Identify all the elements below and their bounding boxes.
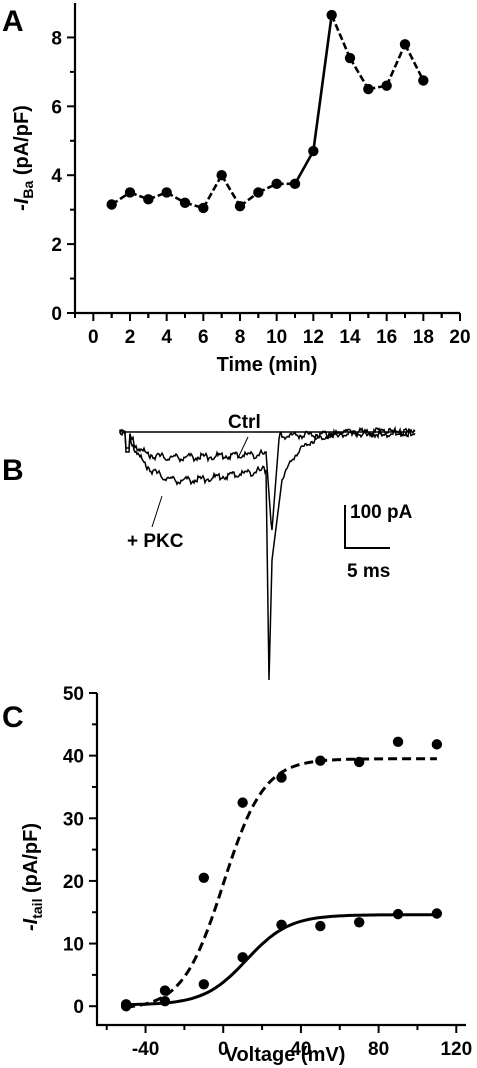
panel-a-y-tick-label: 0: [51, 304, 62, 325]
panel-a-x-axis-title: Time (min): [217, 354, 318, 376]
panel-a-line-segment: [312, 14, 333, 152]
ctrl-data-point: [431, 908, 443, 919]
panel-a-data-point: [344, 52, 356, 64]
panel-label-a: A: [2, 5, 24, 38]
panel-a-line-segment: [403, 43, 425, 82]
pkc-trace: [119, 425, 416, 681]
ctrl-pointer: [237, 436, 249, 459]
pkc-data-point: [276, 772, 287, 783]
panel-c-y-tick-label: 10: [63, 935, 84, 956]
panel-a-x-tick-label: 6: [198, 327, 209, 348]
ctrl-data-point: [159, 995, 171, 1007]
panel-a-data-point: [399, 39, 411, 50]
panel-a-x-tick-label: 16: [376, 327, 397, 348]
panel-c-x-tick-label: 40: [290, 1039, 311, 1060]
panel-a-y-tick-label: 6: [51, 97, 62, 118]
panel-a-y-tick-label: 4: [51, 166, 62, 187]
panel-label-b: B: [2, 454, 24, 487]
panel-a-y-tick-label: 2: [51, 235, 62, 256]
panel-c-y-tick-label: 20: [63, 872, 84, 893]
pkc-data-point: [237, 797, 248, 808]
panel-a-x-tick-label: 14: [339, 327, 361, 348]
pkc-data-point: [159, 985, 171, 996]
panel-c-x-tick-label: 120: [440, 1039, 472, 1060]
panel-a-line-segment: [348, 57, 370, 90]
panel-a-data-point: [143, 194, 154, 205]
panel-a-line-segment: [202, 174, 223, 209]
panel-c-y-tick-label: 40: [63, 747, 84, 768]
panel-c-y-tick-label: 30: [63, 809, 84, 830]
panel-a-x-tick-label: 10: [266, 327, 287, 348]
ctrl-label: Ctrl: [228, 412, 261, 433]
panel-a-x-tick-label: 2: [125, 327, 136, 348]
ctrl-data-point: [353, 917, 365, 928]
pkc-data-point: [431, 739, 443, 750]
ctrl-data-point: [315, 920, 326, 932]
panel-a-data-point: [289, 178, 301, 190]
panel-a-line-segment: [293, 150, 315, 185]
panel-a-x-tick-label: 4: [161, 327, 172, 348]
current-scale-label: 100 pA: [350, 502, 413, 523]
panel-a-data-point: [363, 83, 374, 95]
panel-a-data-point: [418, 75, 429, 86]
ctrl-data-point: [276, 919, 287, 930]
panel-a-data-point: [161, 187, 172, 198]
pkc-label: + PKC: [127, 531, 184, 552]
panel-c-x-tick-label: 80: [368, 1039, 389, 1060]
panel-a-line-segment: [220, 174, 242, 207]
panel-a-data-point: [198, 202, 209, 214]
panel-a-data-point: [124, 187, 136, 198]
panel-a-chart: 0 2 4 6 8 10 12 14 16 18 20 0 2 4 6 8 Time (min) -IBa …: [11, 3, 471, 376]
pkc-pointer: [151, 495, 163, 528]
panel-a-data-point: [381, 80, 392, 91]
time-scale-label: 5 ms: [347, 561, 390, 582]
pkc-data-point: [392, 736, 404, 748]
panel-a-x-tick-label: 18: [413, 327, 434, 348]
panel-b-traces: Ctrl + PKC 100 pA 5 ms: [119, 412, 416, 681]
panel-c-y-tick-label: 50: [63, 684, 84, 705]
panel-a-data-point: [179, 197, 191, 208]
panel-c-x-tick-label: 0: [218, 1039, 229, 1060]
panel-a-data-point: [216, 170, 227, 181]
pkc-data-point: [198, 872, 210, 883]
panel-a-data-point: [271, 178, 282, 190]
panel-c-y-axis-title: -Itail (pA/pF): [20, 823, 45, 931]
panel-a-data-point: [308, 145, 319, 157]
pkc-data-point: [315, 755, 326, 766]
panel-c-y-tick-label: 0: [73, 997, 84, 1018]
panel-a-x-tick-label: 8: [235, 327, 246, 348]
panel-a-data-point: [326, 9, 337, 21]
pkc-data-point: [353, 756, 365, 768]
panel-a-data-point: [234, 201, 246, 212]
panel-a-data-point: [253, 187, 264, 198]
panel-a-x-tick-label: 20: [449, 327, 470, 348]
pkc-fit-curve: [125, 757, 437, 1009]
panel-c-x-tick-label: -40: [132, 1039, 159, 1060]
panel-a-x-tick-label: 12: [303, 327, 324, 348]
ctrl-data-point: [198, 979, 210, 990]
panel-c-chart: -40 0 40 80 120 0 10 20 30 40 50 Voltage (mV) -It…: [20, 684, 472, 1066]
panel-a-y-tick-label: 8: [51, 28, 62, 49]
ctrl-data-point: [237, 952, 248, 963]
panel-c-x-axis-title: Voltage (mV): [225, 1044, 346, 1066]
panel-a-y-axis-title: -IBa (pA/pF): [11, 105, 36, 211]
panel-a-line-segment: [330, 14, 352, 59]
ctrl-data-point: [392, 908, 404, 920]
ctrl-trace: [119, 426, 416, 531]
panel-a-x-tick-label: 0: [88, 327, 99, 348]
ctrl-data-point: [120, 1001, 132, 1012]
panel-label-c: C: [2, 701, 24, 734]
panel-a-data-point: [106, 199, 117, 210]
panel-a-line-segment: [385, 43, 407, 87]
